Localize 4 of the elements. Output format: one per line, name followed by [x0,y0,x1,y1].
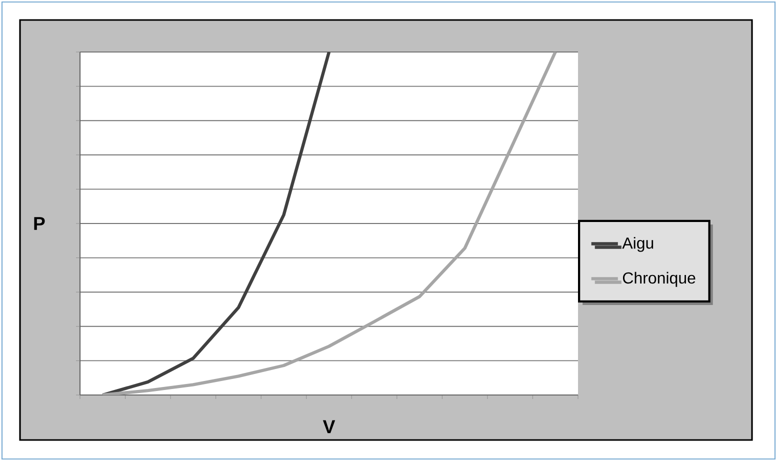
x-axis-title: V [322,420,336,434]
legend-label: Chronique [622,272,696,287]
legend-label: Aigu [622,236,654,252]
y-axis-title: P [34,217,45,230]
